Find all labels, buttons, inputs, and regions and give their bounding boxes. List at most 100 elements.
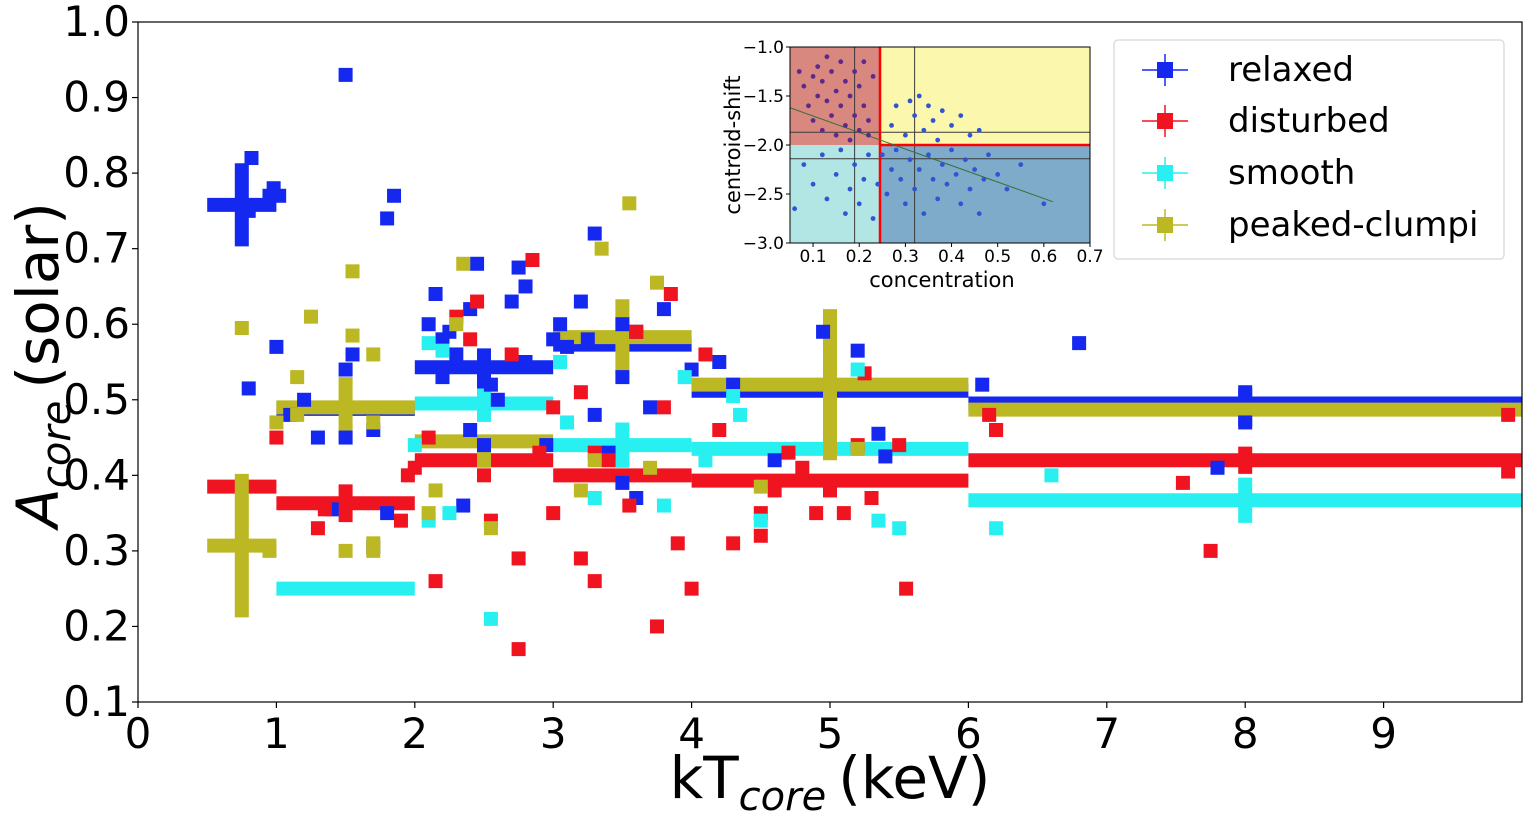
x-tick-labels: 0 1 2 3 4 5 6 7 8 9 (125, 709, 1397, 758)
relaxed-point (850, 343, 865, 358)
inset-point (838, 59, 844, 65)
disturbed-point (629, 324, 644, 339)
legend-label: relaxed (1228, 50, 1354, 90)
inset-point (1018, 162, 1024, 168)
x-axis-label-unit: (keV) (838, 744, 990, 812)
peaked-clumpi-point (850, 441, 865, 456)
relaxed-point (421, 317, 436, 332)
x-tick-label: 5 (817, 709, 844, 758)
disturbed-point (546, 400, 561, 415)
disturbed-point (663, 287, 678, 301)
inset-point (861, 59, 867, 65)
inset-point (986, 152, 991, 158)
inset-point (912, 186, 918, 192)
inset-fit-line (789, 107, 1054, 203)
disturbed-point (892, 438, 907, 453)
disturbed-point (781, 445, 796, 460)
y-tick-label: 0.9 (63, 73, 130, 122)
peaked-clumpi-point (290, 407, 305, 422)
inset-point (958, 201, 964, 207)
x-tick-label: 1 (263, 709, 290, 758)
relaxed-point (310, 430, 325, 445)
disturbed-point (982, 407, 997, 422)
legend-entry-smooth: smooth (1142, 153, 1355, 193)
inset-point (962, 157, 968, 163)
disturbed-point (726, 536, 741, 551)
legend-label: disturbed (1228, 101, 1390, 141)
inset-point (926, 152, 931, 158)
relaxed-point (656, 302, 671, 317)
relaxed-point (615, 370, 630, 385)
disturbed-point (684, 581, 699, 596)
inset-frame (789, 46, 1091, 244)
x-axis-label-sub: core (739, 774, 827, 818)
relaxed-point (560, 339, 575, 354)
tick-marks (132, 21, 1385, 708)
relaxed-point (272, 188, 287, 203)
relaxed-point (1072, 336, 1087, 351)
y-axis-label: Acore (solar) (4, 202, 80, 532)
legend-label: peaked-clumpi (1228, 205, 1478, 245)
relaxed-point (241, 381, 256, 396)
relaxed-point (269, 339, 284, 354)
relaxed-point (767, 453, 782, 468)
inset-x-tick-label: 0.2 (846, 247, 873, 267)
inset-point (810, 181, 816, 187)
relaxed-point (504, 294, 519, 309)
disturbed-point (622, 498, 637, 513)
inset-lines (789, 47, 1090, 243)
legend-entry-peaked-clumpi: peaked-clumpi (1142, 205, 1478, 245)
legend-swatch-marker (1157, 113, 1173, 129)
disturbed-point (656, 400, 671, 415)
peaked-clumpi-point (622, 196, 637, 211)
inset-point (898, 176, 904, 182)
inset-point (976, 127, 982, 133)
smooth-point (656, 498, 671, 513)
disturbed-point (601, 453, 616, 468)
smooth-point (407, 438, 422, 453)
relaxed-point (518, 355, 533, 369)
relaxed-point (435, 370, 450, 385)
inset-x-tick-label: 0.4 (938, 247, 965, 267)
relaxed-point (449, 347, 464, 362)
y-tick-label: 0.1 (63, 677, 130, 726)
y-tick-label: 0.2 (63, 601, 130, 650)
relaxed-point (816, 324, 831, 339)
inset-point (815, 64, 821, 69)
inset-point (861, 103, 867, 109)
inset-plot: 0.1 0.2 0.3 0.4 0.5 0.6 0.7 −3.0 −2.5 −2… (721, 38, 1104, 292)
disturbed-point (899, 581, 914, 596)
smooth-point (871, 513, 886, 528)
smooth-point (553, 355, 568, 369)
peaked-clumpi-point (366, 543, 381, 558)
disturbed-point (809, 506, 824, 521)
smooth-point (560, 415, 575, 430)
disturbed-point (650, 619, 664, 634)
relaxed-point (1238, 385, 1253, 400)
smooth-point (698, 453, 713, 468)
relaxed-point (244, 151, 259, 165)
inset-x-tick-label: 0.1 (799, 247, 826, 267)
y-tick-label: 0.5 (63, 375, 130, 424)
x-tick-label: 9 (1370, 709, 1397, 758)
relaxed-point (615, 475, 630, 490)
x-tick-label: 4 (678, 709, 705, 758)
y-tick-label: 0.8 (63, 148, 130, 197)
y-tick-label: 0.4 (63, 450, 130, 499)
relaxed-point (546, 332, 561, 347)
disturbed-point (767, 483, 782, 498)
relaxed-point (338, 67, 353, 82)
smooth-point (435, 343, 450, 358)
inset-point (949, 123, 954, 128)
relaxed-point (580, 332, 595, 347)
disturbed-point (477, 468, 491, 483)
disturbed-point (463, 332, 478, 347)
y-axis-label-sub: core (34, 401, 80, 489)
inset-x-tick-label: 0.5 (984, 247, 1011, 267)
inset-y-axis-label: centroid-shift (721, 75, 745, 214)
inset-point (967, 132, 973, 138)
legend-frame (1113, 39, 1505, 260)
peaked-clumpi-point (650, 275, 664, 290)
peaked-clumpi-point (449, 317, 464, 332)
disturbed-point (864, 491, 879, 505)
